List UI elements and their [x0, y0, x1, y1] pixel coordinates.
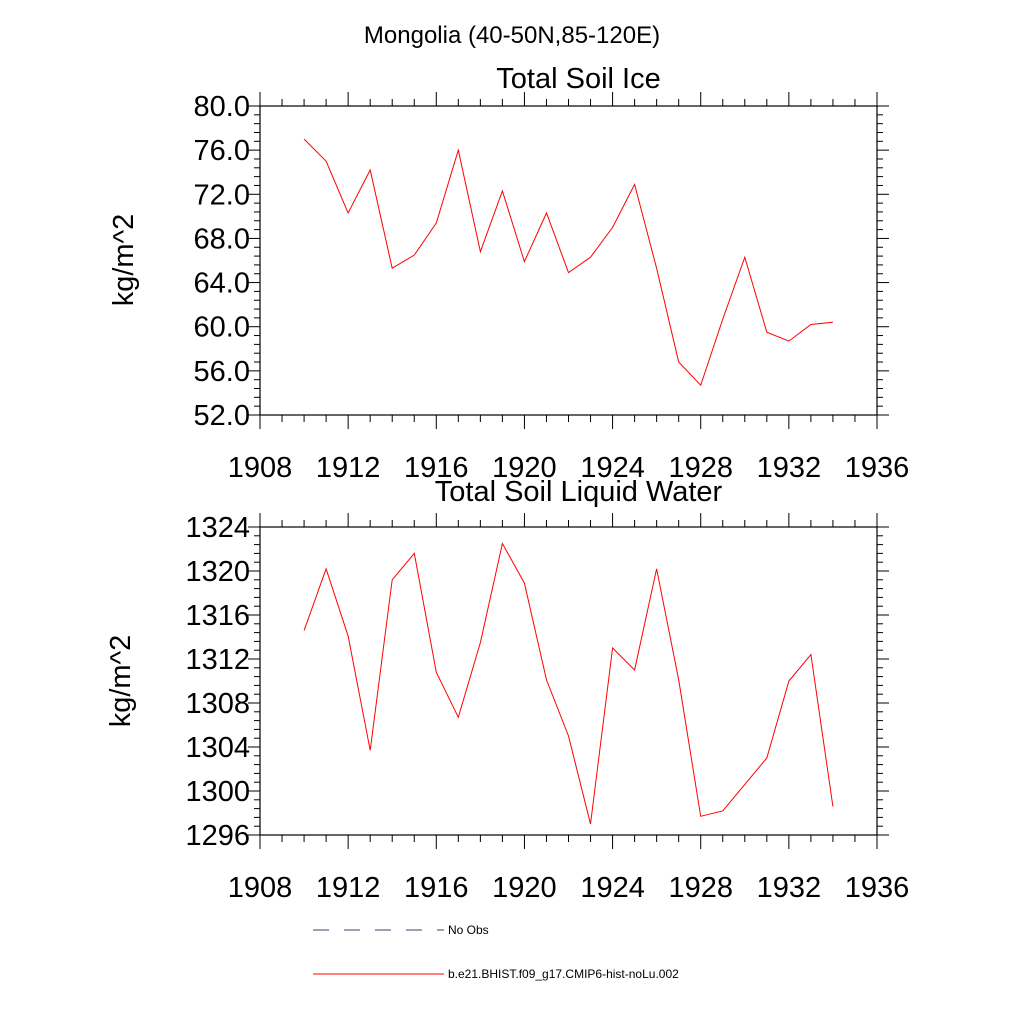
- y-tick-label: 80.0: [194, 91, 250, 123]
- series-line-model: [303, 542, 834, 825]
- x-tick-label: 1916: [404, 452, 469, 484]
- y-tick-label: 72.0: [194, 179, 250, 211]
- panel-title: Total Soil Liquid Water: [435, 476, 723, 508]
- y-tick-label: 56.0: [194, 356, 250, 388]
- x-tick-label: 1924: [580, 872, 645, 904]
- y-tick-label: 64.0: [194, 268, 250, 300]
- panel-title: Total Soil Ice: [496, 63, 660, 95]
- legend-no-obs-label: No Obs: [448, 923, 489, 937]
- legend-model-label: b.e21.BHIST.f09_g17.CMIP6-hist-noLu.002: [448, 967, 679, 981]
- x-tick-label: 1936: [845, 452, 910, 484]
- chart-panel-2: Total Soil Liquid Water kg/m^2 1908 1912 191…: [105, 476, 909, 904]
- x-tick-label: 1928: [668, 452, 733, 484]
- series-line-model: [303, 138, 833, 387]
- x-tick-label: 1912: [316, 452, 381, 484]
- x-tick-label: 1920: [492, 872, 557, 904]
- x-tick-label: 1920: [492, 452, 557, 484]
- y-tick-label: 1316: [185, 600, 250, 632]
- y-tick-label: 76.0: [194, 135, 250, 167]
- plot-frame: [259, 105, 878, 416]
- x-tick-label: 1924: [580, 452, 645, 484]
- x-tick-label: 1908: [228, 452, 293, 484]
- x-tick-label: 1932: [757, 452, 822, 484]
- y-tick-label: 1304: [185, 732, 250, 764]
- y-tick-label: 1312: [185, 644, 250, 676]
- x-tick-label: 1916: [404, 872, 469, 904]
- x-tick-label: 1936: [845, 872, 910, 904]
- y-tick-label: 1320: [185, 556, 250, 588]
- x-tick-label: 1932: [757, 872, 822, 904]
- y-tick-label: 68.0: [194, 223, 250, 255]
- plot-frame: [259, 526, 878, 836]
- y-tick-label: 1300: [185, 776, 250, 808]
- legend: No Obs b.e21.BHIST.f09_g17.CMIP6-hist-no…: [313, 923, 679, 981]
- figure-title: Mongolia (40-50N,85-120E): [364, 22, 660, 49]
- chart-panel-1: Total Soil Ice kg/m^2 1908 1912 1916 1920 1924…: [108, 63, 909, 484]
- y-axis-label: kg/m^2: [105, 635, 137, 728]
- x-tick-label: 1928: [668, 872, 733, 904]
- y-tick-label: 1308: [185, 688, 250, 720]
- y-tick-label: 52.0: [194, 400, 250, 432]
- y-axis-label: kg/m^2: [108, 214, 140, 307]
- x-tick-label: 1912: [316, 872, 381, 904]
- y-tick-label: 1296: [185, 820, 250, 852]
- y-tick-label: 1324: [185, 512, 250, 544]
- x-tick-label: 1908: [228, 872, 293, 904]
- y-tick-label: 60.0: [194, 312, 250, 344]
